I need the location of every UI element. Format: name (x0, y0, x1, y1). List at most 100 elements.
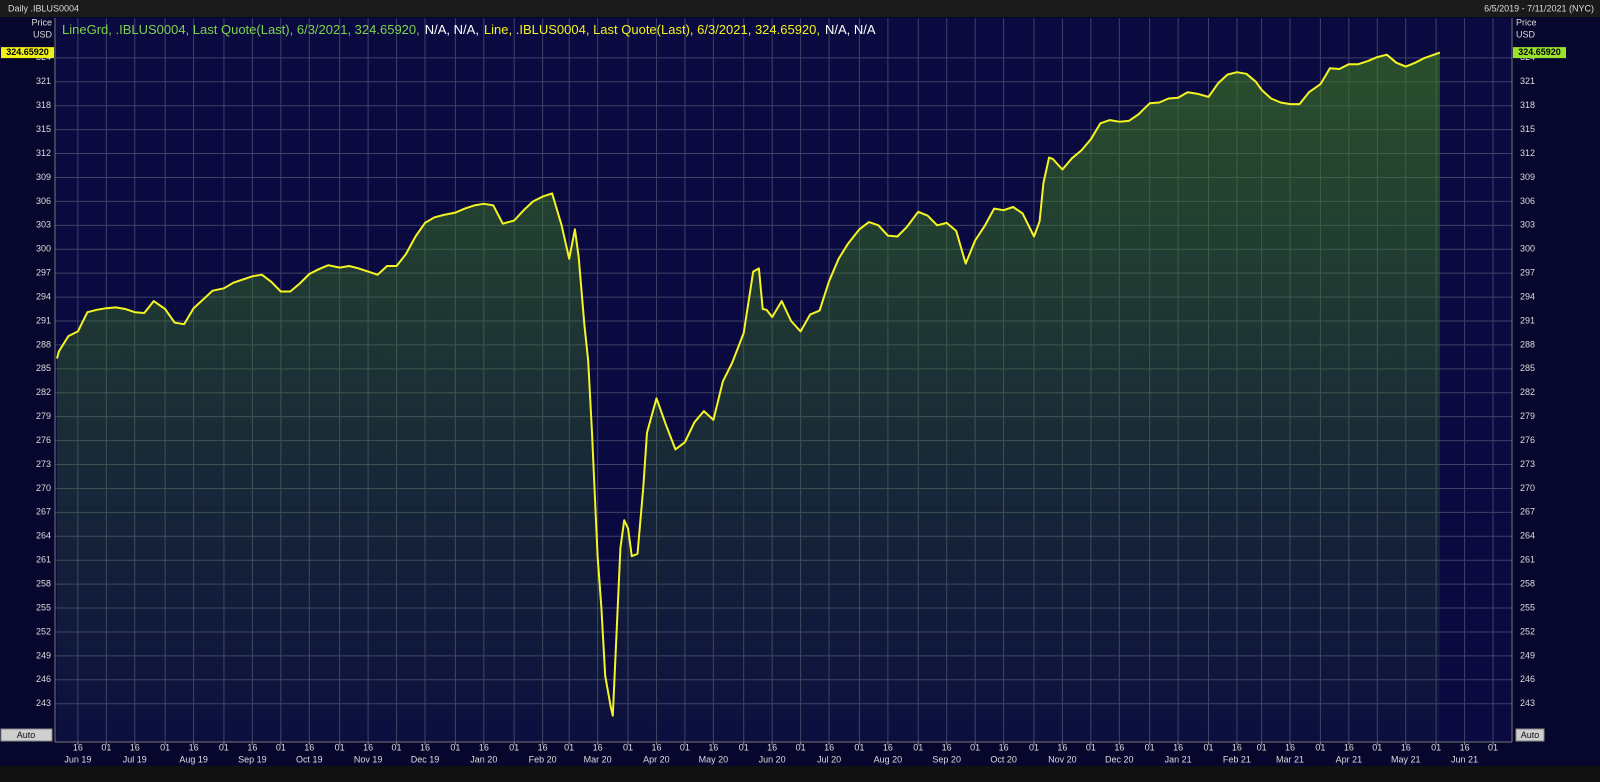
y-tick-label: 288 (36, 339, 51, 349)
y-tick-label: 279 (36, 411, 51, 421)
x-tick-label: 16 (1460, 742, 1470, 752)
y-tick-label: 309 (1520, 172, 1535, 182)
x-tick-label: 01 (1257, 742, 1267, 752)
x-tick-label: 16 (420, 742, 430, 752)
x-month-label: Jul 20 (817, 754, 841, 764)
x-tick-label: 16 (593, 742, 603, 752)
x-month-label: Dec 20 (1105, 754, 1134, 764)
y-tick-label: 288 (1520, 339, 1535, 349)
y-axis-label: USD (1516, 29, 1536, 39)
y-tick-label: 276 (1520, 435, 1535, 445)
legend-entry: N/A, N/A (825, 22, 876, 37)
legend-entry: LineGrd, .IBLUS0004, Last Quote(Last), 6… (62, 22, 420, 37)
x-tick-label: 01 (680, 742, 690, 752)
value-tag (1, 47, 54, 59)
y-tick-label: 282 (36, 387, 51, 397)
y-tick-label: 297 (36, 268, 51, 278)
y-axis-label: Price (1516, 17, 1537, 27)
y-tick-label: 267 (1520, 507, 1535, 517)
x-tick-label: 01 (219, 742, 229, 752)
x-tick-label: 16 (883, 742, 893, 752)
y-tick-label: 252 (1520, 626, 1535, 636)
y-tick-label: 318 (36, 100, 51, 110)
header-bar (0, 0, 1600, 17)
y-tick-label: 303 (1520, 220, 1535, 230)
x-month-label: Feb 20 (529, 754, 557, 764)
x-tick-label: 01 (1431, 742, 1441, 752)
y-tick-label: 258 (1520, 578, 1535, 588)
x-month-label: May 20 (699, 754, 729, 764)
x-month-label: Nov 20 (1048, 754, 1077, 764)
x-tick-label: 01 (1203, 742, 1213, 752)
x-tick-label: 16 (1401, 742, 1411, 752)
x-tick-label: 16 (247, 742, 257, 752)
y-tick-label: 261 (36, 555, 51, 565)
x-tick-label: 16 (942, 742, 952, 752)
value-tag-label: 324.65920 (1518, 47, 1561, 57)
y-tick-label: 243 (1520, 698, 1535, 708)
header-title: Daily .IBLUS0004 (8, 3, 79, 13)
auto-button[interactable] (1515, 728, 1545, 742)
y-tick-label: 300 (36, 244, 51, 254)
y-tick-label: 306 (36, 196, 51, 206)
x-tick-label: 16 (304, 742, 314, 752)
y-tick-label: 246 (36, 674, 51, 684)
auto-button-label[interactable]: Auto (17, 730, 36, 740)
y-tick-label: 285 (36, 363, 51, 373)
x-tick-label: 01 (854, 742, 864, 752)
x-tick-label: 01 (913, 742, 923, 752)
y-tick-label: 270 (36, 483, 51, 493)
y-tick-label: 246 (1520, 674, 1535, 684)
x-tick-label: 16 (1285, 742, 1295, 752)
x-tick-label: 16 (479, 742, 489, 752)
y-tick-label: 261 (1520, 555, 1535, 565)
y-tick-label: 258 (36, 578, 51, 588)
x-month-label: Sep 20 (932, 754, 961, 764)
area (57, 52, 1440, 743)
x-tick-label: 01 (276, 742, 286, 752)
y-axis-label: USD (33, 29, 53, 39)
x-tick-label: 16 (189, 742, 199, 752)
y-tick-label: 306 (1520, 196, 1535, 206)
y-tick-label: 270 (1520, 483, 1535, 493)
auto-button[interactable] (0, 728, 53, 742)
x-tick-label: 01 (101, 742, 111, 752)
y-tick-label: 273 (1520, 459, 1535, 469)
auto-button-label[interactable]: Auto (1521, 730, 1540, 740)
x-month-label: Jun 19 (64, 754, 91, 764)
y-tick-label: 276 (36, 435, 51, 445)
y-tick-label: 279 (1520, 411, 1535, 421)
header-range: 6/5/2019 - 7/11/2021 (NYC) (1484, 3, 1594, 13)
x-tick-label: 01 (796, 742, 806, 752)
x-tick-label: 01 (1086, 742, 1096, 752)
x-tick-label: 16 (363, 742, 373, 752)
x-month-label: Dec 19 (411, 754, 440, 764)
line (56, 51, 1441, 717)
value-tag (1513, 47, 1566, 59)
y-tick-label: 252 (36, 626, 51, 636)
x-tick-label: 16 (1057, 742, 1067, 752)
y-tick-label: 303 (36, 220, 51, 230)
x-tick-label: 16 (1114, 742, 1124, 752)
x-tick-label: 16 (130, 742, 140, 752)
x-tick-label: 16 (1232, 742, 1242, 752)
x-tick-label: 01 (335, 742, 345, 752)
y-tick-label: 282 (1520, 387, 1535, 397)
x-month-label: Jun 21 (1451, 754, 1478, 764)
y-tick-label: 297 (1520, 268, 1535, 278)
x-month-label: Mar 20 (584, 754, 612, 764)
y-tick-label: 312 (36, 148, 51, 158)
x-tick-label: 01 (1029, 742, 1039, 752)
y-tick-label: 249 (1520, 650, 1535, 660)
x-tick-label: 01 (1145, 742, 1155, 752)
legend-entry: Line, .IBLUS0004, Last Quote(Last), 6/3/… (484, 22, 820, 37)
x-month-label: Jul 19 (123, 754, 147, 764)
x-tick-label: 01 (564, 742, 574, 752)
x-month-label: Oct 19 (296, 754, 323, 764)
value-tag-label: 324.65920 (6, 47, 49, 57)
x-month-label: Sep 19 (238, 754, 267, 764)
x-tick-label: 01 (1488, 742, 1498, 752)
x-tick-label: 01 (1372, 742, 1382, 752)
